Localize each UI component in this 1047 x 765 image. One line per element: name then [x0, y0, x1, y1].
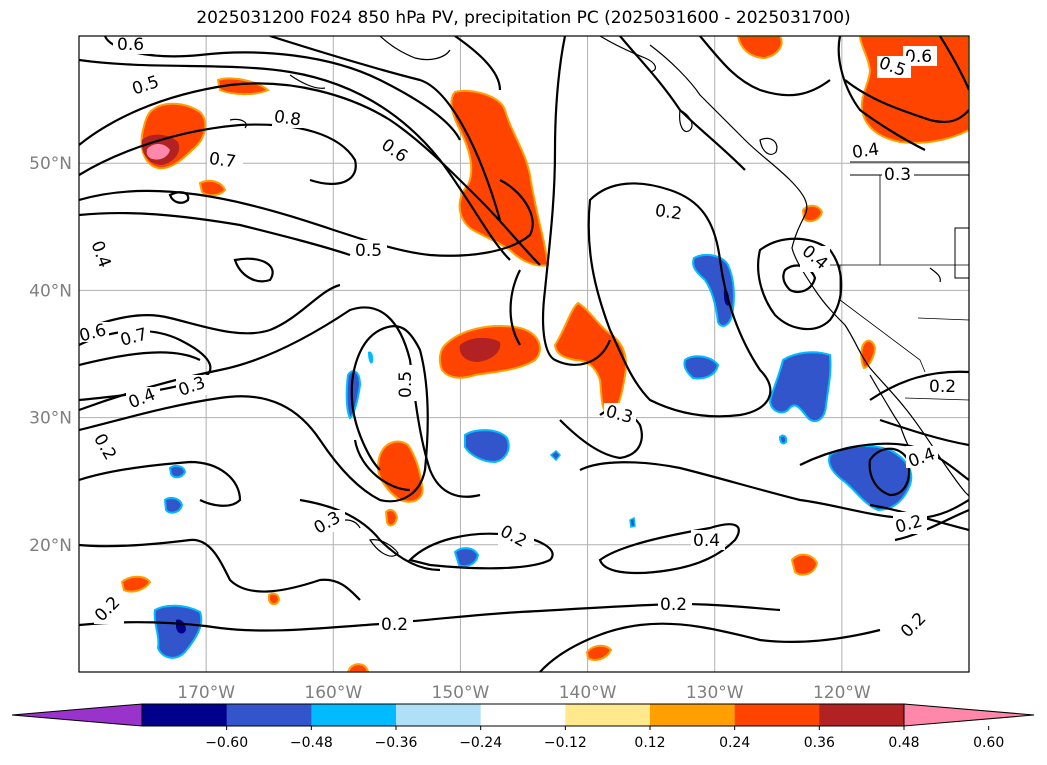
- colorbar-segment: [734, 704, 820, 726]
- precip-area: [120, 575, 152, 593]
- precip-area: [368, 351, 374, 364]
- precip-area: [778, 434, 788, 445]
- colorbar-segment: [142, 704, 228, 726]
- precip-area: [216, 77, 270, 96]
- contour-label: 0.4: [851, 140, 881, 164]
- contour-label: 0.2: [660, 595, 687, 615]
- colorbar-segment: [396, 704, 482, 726]
- pv-contours: [79, 36, 969, 672]
- colorbar-tick-label: −0.48: [290, 735, 333, 751]
- colorbar-tick-label: −0.24: [459, 735, 502, 751]
- lat-tick-label: 30°N: [29, 409, 72, 429]
- precip-area: [346, 663, 370, 672]
- colorbar-tick-label: −0.36: [375, 735, 418, 751]
- contour-label: 0.2: [654, 201, 684, 225]
- colorbar-segment: [650, 704, 736, 726]
- precip-area: [801, 204, 824, 223]
- precip-area: [768, 351, 832, 423]
- precip-area: [168, 464, 187, 479]
- precip-area: [736, 36, 783, 60]
- contour-label: 0.7: [208, 149, 238, 173]
- lon-tick-label: 120°W: [813, 683, 871, 703]
- precip-area: [453, 547, 480, 568]
- lat-tick-label: 20°N: [29, 536, 72, 556]
- contour-label: 0.5: [396, 371, 416, 398]
- precip-area: [268, 592, 281, 606]
- colorbar-tick-label: −0.12: [544, 735, 587, 751]
- colorbar: −0.60 −0.48 −0.36 −0.24 −0.12 0.12 0.24 0.36 0.4…: [11, 703, 1035, 751]
- colorbar-segment: [480, 704, 566, 726]
- colorbar-tick-label: 0.24: [719, 735, 750, 751]
- colorbar-tick-label: 0.60: [973, 735, 1004, 751]
- precip-area: [692, 253, 735, 327]
- precip-area: [153, 604, 203, 659]
- precip-area: [683, 355, 720, 380]
- lon-tick-label: 170°W: [177, 683, 235, 703]
- colorbar-segment: [819, 704, 905, 726]
- colorbar-segment: [565, 704, 651, 726]
- contour-label: 0.8: [273, 107, 303, 131]
- precip-area: [163, 496, 184, 514]
- contour-label: 0.5: [355, 241, 382, 261]
- map-title: 2025031200 F024 850 hPa PV, precipitatio…: [196, 8, 851, 28]
- lat-tick-label: 50°N: [29, 154, 72, 174]
- precip-area: [790, 553, 819, 576]
- colorbar-segment: [226, 704, 312, 726]
- contour-label: 0.4: [693, 531, 720, 551]
- contour-label: 0.3: [884, 165, 911, 185]
- colorbar-extend-low: [11, 703, 143, 727]
- precip-area: [629, 516, 636, 528]
- colorbar-tick-label: 0.36: [804, 735, 835, 751]
- contour-label: 0.6: [117, 35, 144, 55]
- precip-area: [146, 144, 170, 160]
- precip-area: [450, 90, 550, 267]
- lon-tick-label: 140°W: [559, 683, 617, 703]
- lat-tick-label: 40°N: [29, 281, 72, 301]
- precip-area: [549, 449, 562, 462]
- contour-label: 0.2: [381, 615, 408, 635]
- precip-area: [345, 370, 362, 420]
- longitude-labels: 170°W 160°W 150°W 140°W 130°W 120°W: [177, 683, 871, 703]
- lon-tick-label: 160°W: [304, 683, 362, 703]
- contour-label: 0.2: [929, 377, 956, 397]
- precip-area: [198, 179, 227, 197]
- colorbar-segment: [311, 704, 397, 726]
- contour-label: 0.6: [905, 47, 932, 67]
- latitude-labels: 20°N 30°N 40°N 50°N: [29, 154, 72, 556]
- precip-area: [585, 644, 613, 661]
- precip-area: [464, 429, 510, 464]
- precip-area: [384, 509, 399, 527]
- map-border: [78, 35, 970, 673]
- colorbar-frame: [141, 703, 905, 727]
- colorbar-extend-high: [903, 703, 1035, 727]
- lon-tick-label: 150°W: [432, 683, 490, 703]
- colorbar-tick-label: −0.60: [205, 735, 248, 751]
- lon-tick-label: 130°W: [686, 683, 744, 703]
- colorbar-tick-label: 0.12: [634, 735, 665, 751]
- precip-area: [459, 337, 501, 362]
- colorbar-tick-label: 0.48: [888, 735, 919, 751]
